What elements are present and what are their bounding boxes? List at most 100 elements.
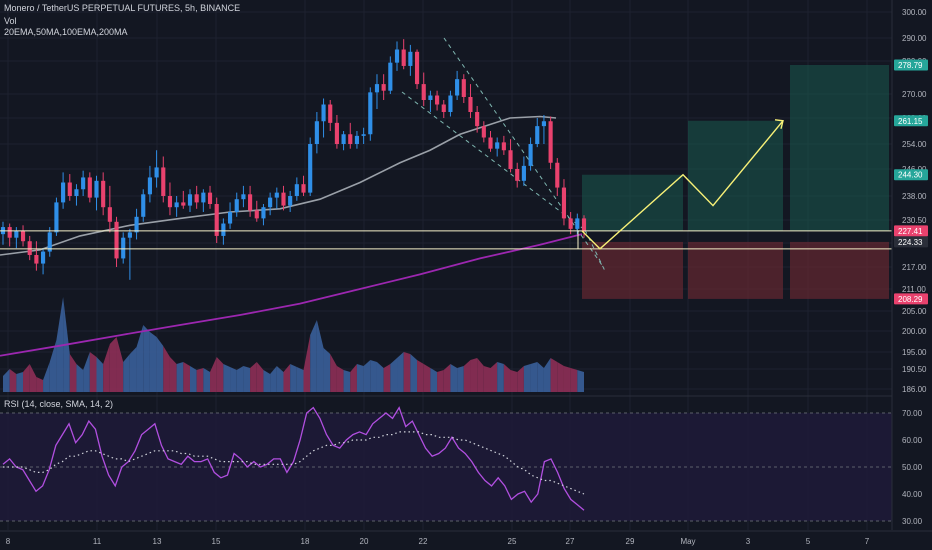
candle-body-62 [414, 51, 420, 85]
candle-body-39 [261, 207, 266, 219]
date-axis: 8 11 13 15 18 20 22 25 27 29 May 3 5 7 [0, 530, 932, 550]
price-label-box-4 [894, 236, 928, 248]
volume-segment-24 [163, 346, 170, 392]
candle-body-3 [20, 230, 26, 242]
candle-body-59 [394, 49, 400, 63]
volume-segment-43 [290, 364, 297, 392]
volume-segment-57 [383, 364, 391, 392]
volume-segment-79 [530, 362, 538, 392]
candle-body-44 [294, 184, 299, 196]
candle-body-22 [147, 177, 152, 195]
volume-segment-58 [390, 358, 398, 392]
candle-body-42 [281, 192, 286, 206]
target-stop-zones [582, 64, 889, 299]
candle-body-19 [127, 232, 132, 238]
candle-body-36 [241, 194, 246, 200]
price-tick-0: 300.00 [902, 8, 927, 17]
candle-body-21 [141, 194, 146, 217]
ma-label: 20EMA,50MA,100EMA,200MA [4, 27, 128, 37]
candle-body-46 [308, 144, 313, 193]
volume-segment-21 [143, 325, 150, 392]
rsi-tick-0: 70.00 [902, 409, 923, 418]
volume-segment-12 [83, 352, 90, 392]
candle-body-60 [401, 49, 406, 66]
volume-segment-52 [350, 364, 357, 392]
rsi-ma-line [3, 431, 585, 495]
volume-segment-17 [116, 337, 124, 392]
candle-body-69 [461, 79, 466, 97]
level-lines [0, 230, 892, 250]
candle-body-64 [428, 95, 433, 100]
volume-segment-44 [296, 367, 304, 392]
volume-segment-77 [517, 366, 524, 392]
price-tick-7: 238.00 [902, 192, 927, 201]
date-tick-11: 3 [746, 537, 751, 546]
candle-body-72 [481, 126, 486, 138]
candle-body-82 [548, 121, 553, 163]
date-tick-9: 29 [626, 537, 635, 546]
volume-segment-8 [56, 297, 64, 392]
volume-segment-25 [169, 357, 177, 392]
candle-body-5 [34, 255, 39, 264]
date-tick-0: 8 [6, 537, 11, 546]
volume-segment-14 [96, 357, 104, 392]
volume-segment-23 [156, 337, 164, 392]
symbol-title: Monero / TetherUS PERPETUAL FUTURES, 5h,… [4, 3, 241, 13]
price-label-5: 208.29 [898, 295, 923, 304]
date-tick-12: 5 [806, 537, 811, 546]
price-axis-background [892, 0, 932, 550]
volume-segment-29 [196, 368, 204, 392]
volume-segment-26 [176, 362, 184, 392]
volume-segment-47 [316, 320, 324, 392]
volume-segment-59 [397, 352, 404, 392]
volume-segment-66 [443, 364, 451, 392]
volume-segment-67 [450, 364, 458, 392]
projection-path [581, 119, 784, 250]
price-label-box-3 [894, 225, 928, 237]
rsi-tick-1: 60.00 [902, 436, 923, 445]
date-tick-1: 11 [93, 537, 102, 546]
volume-segment-80 [537, 362, 544, 392]
volume-segment-70 [470, 358, 478, 392]
candle-body-43 [288, 196, 293, 206]
volume-segment-32 [216, 357, 224, 392]
candle-body-25 [167, 196, 173, 208]
date-tick-8: 27 [566, 537, 575, 546]
volume-segment-56 [376, 362, 384, 392]
candle-body-35 [234, 199, 239, 212]
ma200-line [0, 233, 583, 357]
price-tick-16: 186.00 [902, 385, 927, 394]
rsi-tick-3: 40.00 [902, 490, 923, 499]
price-tick-15: 190.50 [902, 365, 927, 374]
candle-body-76 [508, 150, 513, 169]
candle-body-1 [7, 227, 12, 238]
date-tick-10: May [680, 537, 695, 546]
stop-zone-1 [688, 241, 783, 299]
price-tick-13: 200.00 [902, 327, 927, 336]
candle-body-37 [248, 194, 253, 211]
volume-segment-48 [323, 348, 331, 392]
candles [0, 39, 587, 280]
candle-body-47 [314, 121, 319, 144]
volume-segment-0 [3, 369, 10, 392]
candle-body-11 [74, 189, 79, 196]
candle-body-20 [134, 216, 139, 233]
candle-body-33 [221, 223, 226, 236]
price-tick-10: 217.00 [902, 263, 927, 272]
volume-segment-81 [543, 358, 551, 392]
candle-body-45 [301, 184, 306, 193]
volume-segment-35 [236, 366, 244, 392]
volume-segment-28 [189, 366, 197, 392]
volume-segment-15 [103, 344, 110, 392]
volume-segment-64 [430, 368, 438, 392]
price-tick-3: 270.00 [902, 90, 927, 99]
price-tick-12: 205.00 [902, 307, 927, 316]
date-tick-6: 22 [419, 537, 428, 546]
volume-segment-83 [557, 362, 564, 392]
volume-segment-2 [16, 372, 24, 392]
price-label-box-5 [894, 293, 928, 305]
candle-body-48 [321, 104, 326, 122]
candle-body-32 [214, 204, 219, 236]
candle-body-34 [227, 212, 233, 224]
